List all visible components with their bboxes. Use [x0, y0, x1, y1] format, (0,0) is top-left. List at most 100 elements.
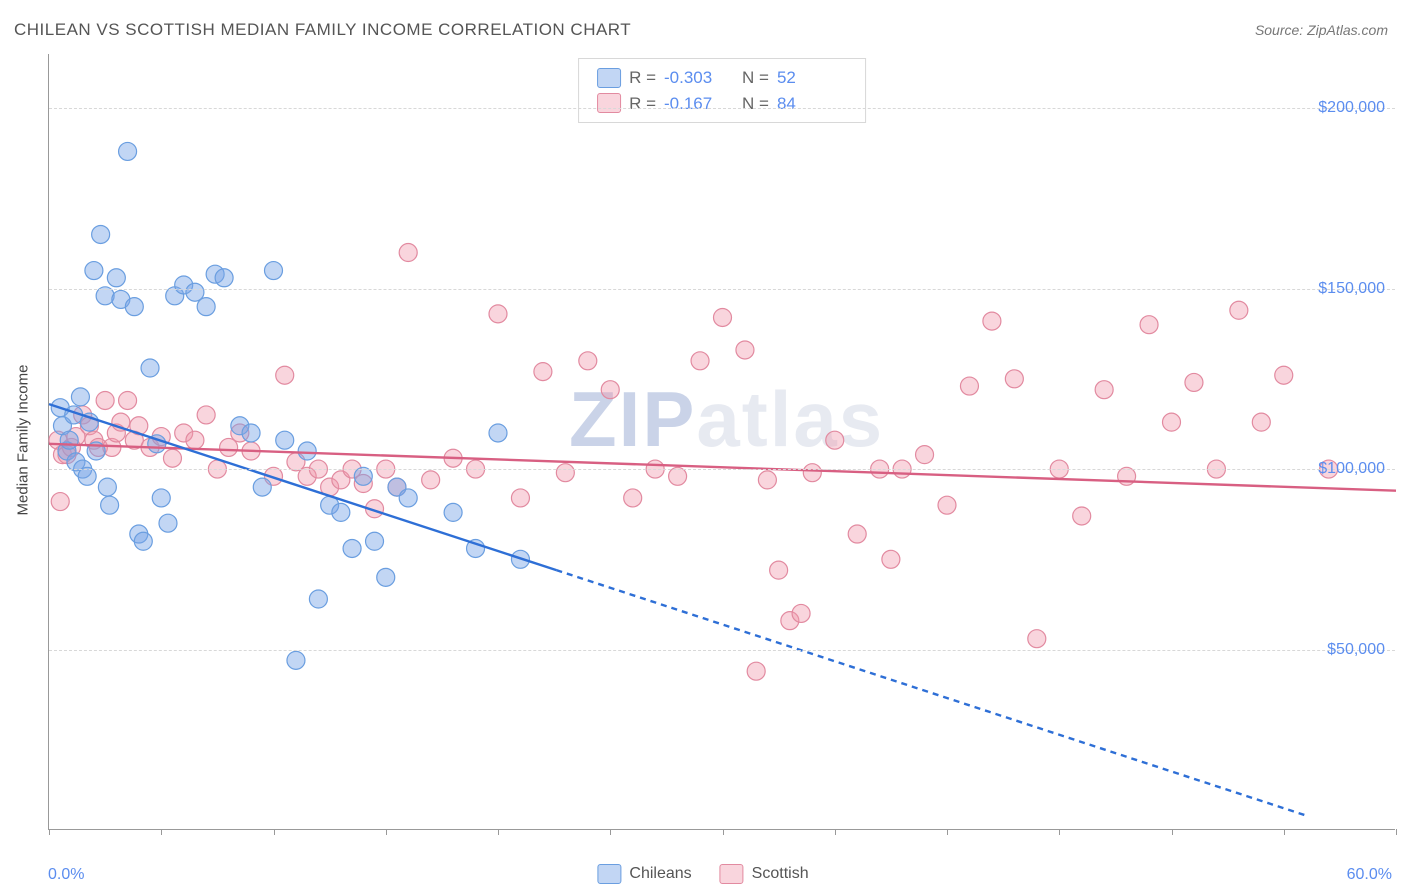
scatter-point — [309, 590, 327, 608]
legend-swatch-2 — [720, 864, 744, 884]
scatter-point — [1185, 373, 1203, 391]
swatch-series2 — [597, 93, 621, 113]
stats-row-1: R = -0.303 N = 52 — [597, 65, 847, 91]
bottom-legend: Chileans Scottish — [597, 864, 808, 884]
x-tick — [274, 829, 275, 835]
scatter-point — [101, 496, 119, 514]
scatter-point — [332, 503, 350, 521]
scatter-point — [489, 424, 507, 442]
scatter-point — [747, 662, 765, 680]
stats-legend-box: R = -0.303 N = 52 R = -0.167 N = 84 — [578, 58, 866, 123]
scatter-point — [1230, 301, 1248, 319]
scatter-point — [159, 514, 177, 532]
x-tick — [498, 829, 499, 835]
scatter-point — [276, 366, 294, 384]
x-tick — [610, 829, 611, 835]
scatter-point — [119, 391, 137, 409]
scatter-point — [343, 539, 361, 557]
x-tick — [1396, 829, 1397, 835]
scatter-point — [1028, 630, 1046, 648]
y-tick-label: $150,000 — [1318, 280, 1385, 298]
trend-line — [49, 444, 1396, 491]
scatter-point — [134, 532, 152, 550]
scatter-point — [624, 489, 642, 507]
grid-line — [49, 469, 1395, 470]
legend-swatch-1 — [597, 864, 621, 884]
scatter-point — [107, 269, 125, 287]
scatter-point — [1163, 413, 1181, 431]
y-tick-label: $100,000 — [1318, 460, 1385, 478]
y-tick-label: $50,000 — [1327, 641, 1385, 659]
grid-line — [49, 650, 1395, 651]
scatter-point — [938, 496, 956, 514]
r-value-1: -0.303 — [664, 65, 734, 91]
scatter-point — [141, 359, 159, 377]
scatter-point — [119, 142, 137, 160]
scatter-point — [444, 503, 462, 521]
source-name: ZipAtlas.com — [1307, 22, 1388, 38]
r-value-2: -0.167 — [664, 91, 734, 117]
x-tick — [947, 829, 948, 835]
grid-line — [49, 108, 1395, 109]
scatter-point — [1005, 370, 1023, 388]
n-value-2: 84 — [777, 91, 847, 117]
scatter-point — [125, 298, 143, 316]
scatter-point — [287, 651, 305, 669]
scatter-point — [714, 308, 732, 326]
scatter-point — [736, 341, 754, 359]
scatter-svg — [49, 54, 1395, 829]
scatter-point — [1252, 413, 1270, 431]
legend-item-1: Chileans — [597, 864, 691, 884]
scatter-point — [152, 489, 170, 507]
scatter-point — [276, 431, 294, 449]
scatter-point — [215, 269, 233, 287]
scatter-point — [601, 381, 619, 399]
scatter-point — [265, 262, 283, 280]
scatter-point — [1073, 507, 1091, 525]
scatter-point — [511, 489, 529, 507]
scatter-point — [792, 604, 810, 622]
n-label-2: N = — [742, 91, 769, 117]
source-prefix: Source: — [1255, 22, 1307, 38]
trend-line — [556, 570, 1306, 815]
scatter-point — [85, 262, 103, 280]
scatter-point — [197, 298, 215, 316]
scatter-point — [60, 431, 78, 449]
x-tick — [1284, 829, 1285, 835]
scatter-point — [51, 493, 69, 511]
scatter-point — [691, 352, 709, 370]
scatter-point — [186, 431, 204, 449]
trend-line — [49, 404, 556, 570]
scatter-point — [1140, 316, 1158, 334]
scatter-point — [556, 464, 574, 482]
scatter-point — [758, 471, 776, 489]
x-tick — [723, 829, 724, 835]
scatter-point — [163, 449, 181, 467]
scatter-point — [983, 312, 1001, 330]
n-value-1: 52 — [777, 65, 847, 91]
x-tick — [1059, 829, 1060, 835]
x-tick — [835, 829, 836, 835]
scatter-point — [422, 471, 440, 489]
chart-title: CHILEAN VS SCOTTISH MEDIAN FAMILY INCOME… — [14, 20, 631, 40]
plot-area: ZIPatlas R = -0.303 N = 52 R = -0.167 N … — [48, 54, 1395, 830]
scatter-point — [96, 391, 114, 409]
x-start-label: 0.0% — [48, 866, 84, 884]
r-label: R = — [629, 65, 656, 91]
scatter-point — [377, 568, 395, 586]
scatter-point — [916, 446, 934, 464]
legend-label-1: Chileans — [629, 865, 691, 883]
swatch-series1 — [597, 68, 621, 88]
scatter-point — [826, 431, 844, 449]
scatter-point — [242, 424, 260, 442]
scatter-point — [579, 352, 597, 370]
scatter-point — [534, 363, 552, 381]
scatter-point — [366, 532, 384, 550]
scatter-point — [98, 478, 116, 496]
scatter-point — [92, 225, 110, 243]
stats-row-2: R = -0.167 N = 84 — [597, 91, 847, 117]
source-label: Source: ZipAtlas.com — [1255, 22, 1388, 38]
scatter-point — [1095, 381, 1113, 399]
grid-line — [49, 289, 1395, 290]
scatter-point — [803, 464, 821, 482]
